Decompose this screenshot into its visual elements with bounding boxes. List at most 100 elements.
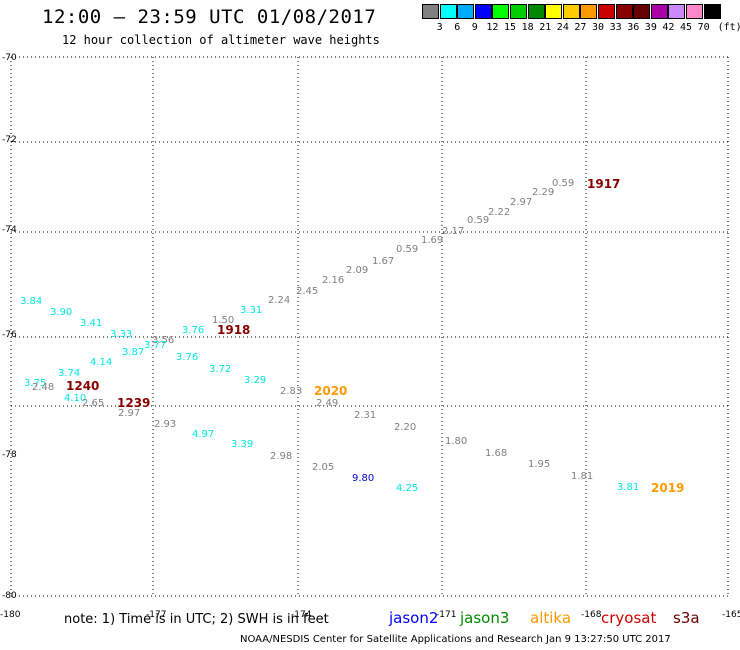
lat-tick-label: -70 xyxy=(2,53,17,63)
satellite-label-cryosat: cryosat xyxy=(601,609,657,627)
wave-height-value: 4.97 xyxy=(192,429,214,440)
legend-swatch xyxy=(703,4,721,19)
legend-swatch xyxy=(422,4,439,19)
legend-label: 21 xyxy=(539,22,552,33)
legend-swatch xyxy=(668,4,686,19)
wave-height-value: 2.17 xyxy=(442,226,464,237)
wave-height-value: 3.75 xyxy=(24,378,46,389)
page-subtitle: 12 hour collection of altimeter wave hei… xyxy=(62,33,380,47)
satellite-label-jason3: jason3 xyxy=(460,609,510,627)
legend-label: 36 xyxy=(627,22,640,33)
wave-height-value: 0.59 xyxy=(552,178,574,189)
legend-label: 45 xyxy=(680,22,693,33)
lon-tick-label: -168 xyxy=(581,610,602,620)
wave-height-value: 2.97 xyxy=(118,408,140,419)
wave-height-value: 2.16 xyxy=(322,275,344,286)
wave-height-value: 1.95 xyxy=(528,459,550,470)
track-time-label: 1917 xyxy=(587,177,620,191)
legend-swatch xyxy=(545,4,563,19)
wave-height-value: 1.50 xyxy=(212,315,234,326)
wave-height-value: 2.31 xyxy=(354,410,376,421)
legend-swatch xyxy=(527,4,545,19)
wave-height-value: 1.80 xyxy=(445,436,467,447)
wave-height-value: 3.90 xyxy=(50,307,72,318)
wave-height-value: 3.31 xyxy=(240,305,262,316)
lat-tick-label: -80 xyxy=(2,591,17,601)
legend-label: 3 xyxy=(436,22,443,33)
wave-height-value: 3.81 xyxy=(617,482,639,493)
legend-label: 24 xyxy=(556,22,569,33)
legend-swatch xyxy=(686,4,703,19)
wave-height-value: 3.56 xyxy=(152,335,174,346)
lat-tick-label: -78 xyxy=(2,450,17,460)
wave-height-value: 3.29 xyxy=(244,375,266,386)
wave-height-value: 2.97 xyxy=(510,197,532,208)
legend-label: 18 xyxy=(521,22,534,33)
wave-height-value: 2.24 xyxy=(268,295,290,306)
legend-swatch xyxy=(457,4,475,19)
wave-height-value: 1.69 xyxy=(421,235,443,246)
legend-swatch xyxy=(633,4,651,19)
wave-height-value: 2.45 xyxy=(296,286,318,297)
wave-height-value: 2.83 xyxy=(280,386,302,397)
lon-tick-label: -174 xyxy=(291,610,312,620)
wave-height-value: 3.76 xyxy=(176,352,198,363)
legend-swatch xyxy=(474,4,492,19)
wave-height-value: 3.39 xyxy=(231,439,253,450)
lat-tick-label: -74 xyxy=(2,225,17,235)
track-time-label: 1239 xyxy=(117,396,150,410)
satellite-label-jason2: jason2 xyxy=(389,609,439,627)
lon-tick-label: -171 xyxy=(436,610,456,620)
wave-height-value: 3.74 xyxy=(58,368,80,379)
legend-label: 42 xyxy=(662,22,675,33)
legend-unit: (ft) xyxy=(717,22,740,33)
wave-height-value: 4.14 xyxy=(90,357,112,368)
wave-height-value: 3.77 xyxy=(144,340,166,351)
lon-tick-label: -165 xyxy=(722,610,740,620)
wave-height-value: 3.72 xyxy=(209,364,231,375)
legend-label: 30 xyxy=(592,22,605,33)
track-time-label: 2020 xyxy=(314,384,347,398)
wave-height-value: 2.49 xyxy=(316,398,338,409)
track-time-label: 2019 xyxy=(651,481,684,495)
satellite-label-s3a: s3a xyxy=(673,609,700,627)
legend-label: 33 xyxy=(609,22,622,33)
legend-label: 15 xyxy=(504,22,517,33)
legend-label: 39 xyxy=(644,22,657,33)
credit-line: NOAA/NESDIS Center for Satellite Applica… xyxy=(240,634,671,645)
legend-label: 6 xyxy=(454,22,461,33)
wave-height-value: 2.22 xyxy=(488,207,510,218)
wave-height-value: 2.65 xyxy=(82,398,104,409)
track-time-label: 1918 xyxy=(217,323,250,337)
legend-swatch xyxy=(492,4,510,19)
legend-swatch xyxy=(439,4,457,19)
legend-label: 9 xyxy=(471,22,478,33)
wave-height-value: 1.68 xyxy=(485,448,507,459)
wave-height-value: 2.29 xyxy=(532,187,554,198)
wave-height-value: 3.33 xyxy=(110,329,132,340)
wave-height-value: 0.59 xyxy=(467,215,489,226)
legend-swatch xyxy=(510,4,527,19)
satellite-label-altika: altika xyxy=(530,609,572,627)
legend-swatch xyxy=(598,4,615,19)
lon-tick-label: -177 xyxy=(146,610,166,620)
legend-swatch xyxy=(562,4,580,19)
page-title: 12:00 — 23:59 UTC 01/08/2017 xyxy=(42,6,377,28)
wave-height-value: 4.10 xyxy=(64,393,86,404)
footnote: note: 1) Time is in UTC; 2) SWH is in fe… xyxy=(64,612,329,627)
wave-height-value: 3.87 xyxy=(122,347,144,358)
legend-label: 70 xyxy=(697,22,710,33)
wave-height-value: 3.84 xyxy=(20,296,42,307)
wave-height-value: 2.98 xyxy=(270,451,292,462)
legend-swatch xyxy=(580,4,598,19)
wave-height-value: 2.48 xyxy=(32,382,54,393)
lat-tick-label: -72 xyxy=(2,135,17,145)
wave-height-value: 2.93 xyxy=(154,419,176,430)
legend-label: 12 xyxy=(486,22,499,33)
wave-height-value: 0.59 xyxy=(396,244,418,255)
wave-height-value: 2.05 xyxy=(312,462,334,473)
legend-swatch xyxy=(615,4,633,19)
wave-height-value: 3.76 xyxy=(182,325,204,336)
wave-height-value: 9.80 xyxy=(352,473,374,484)
